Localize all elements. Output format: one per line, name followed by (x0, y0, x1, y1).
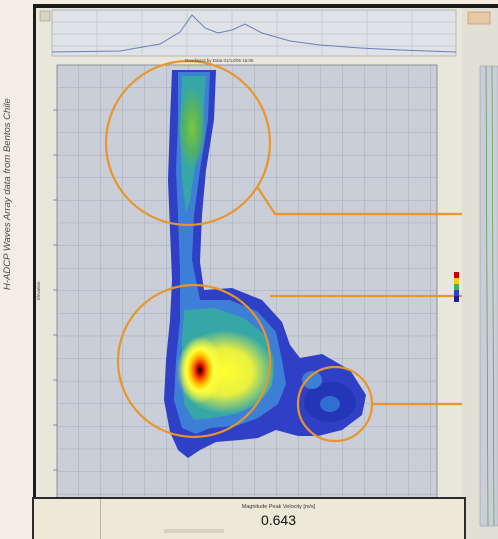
chart-title: Doodward by Data 01/12/06 16:06 (185, 58, 254, 63)
profile-strip (51, 9, 457, 57)
callout-annotations (104, 59, 498, 443)
velocity-blob-teal (180, 76, 274, 420)
strip-icon (39, 10, 51, 22)
panel-divider (100, 499, 101, 539)
callout-circle-middle (116, 283, 272, 439)
peak-velocity-label: Magnitude Peak Velocity [m/s] (241, 504, 316, 510)
callout-circle-upper (104, 59, 272, 227)
peak-velocity-value: 0.643 (260, 512, 297, 528)
readout-panel: Magnitude Peak Velocity [m/s] 0.643 (32, 497, 466, 539)
y-ticks (53, 109, 57, 471)
colorbar-legend-icon (454, 272, 459, 302)
side-plot (479, 65, 498, 527)
panel-subfield (164, 529, 224, 533)
side-panel-icon (467, 11, 491, 25)
upper-velocity-core (178, 86, 206, 170)
profile-strip-grid (52, 10, 456, 56)
peak-velocity-core (178, 336, 222, 404)
profile-line (51, 14, 457, 53)
callout-line-upper (257, 187, 498, 216)
